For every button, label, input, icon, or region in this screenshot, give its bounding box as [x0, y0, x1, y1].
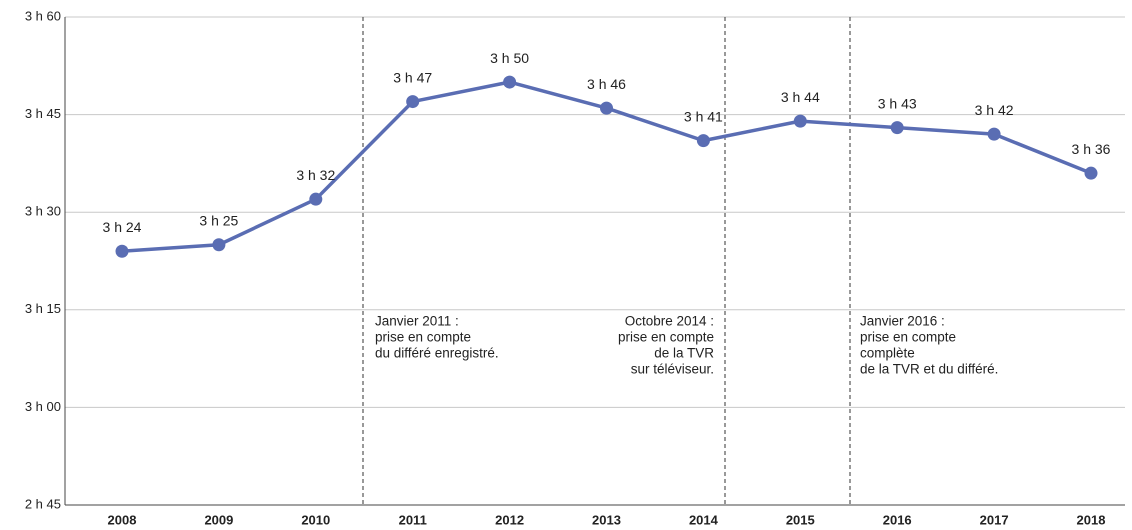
point [600, 101, 613, 115]
point [309, 192, 323, 206]
x-tick-label: 2012 [495, 512, 524, 527]
point [793, 114, 807, 128]
point [115, 244, 129, 258]
value-label: 3 h 42 [975, 102, 1014, 118]
point [212, 238, 226, 252]
annotation: complète [860, 346, 915, 361]
value-label: 3 h 43 [878, 95, 917, 111]
y-tick-label: 2 h 45 [25, 496, 61, 511]
value-label: 3 h 46 [587, 76, 626, 92]
value-label: 3 h 50 [490, 50, 529, 66]
x-tick-label: 2013 [592, 512, 621, 527]
x-tick-label: 2017 [980, 512, 1009, 527]
point [1084, 166, 1098, 180]
value-label: 3 h 36 [1072, 141, 1111, 157]
annotation: prise en compte [860, 330, 956, 345]
y-tick-label: 3 h 30 [25, 204, 61, 219]
y-tick-label: 3 h 45 [25, 106, 61, 121]
value-label: 3 h 44 [781, 89, 820, 105]
y-tick-label: 3 h 00 [25, 399, 61, 414]
point [406, 95, 420, 109]
point [503, 75, 517, 89]
annotation: de la TVR et du différé. [860, 362, 998, 377]
annotation: Janvier 2011 : [375, 314, 459, 329]
x-tick-label: 2008 [108, 512, 137, 527]
annotation: Janvier 2016 : [860, 314, 945, 329]
annotation: de la TVR [654, 346, 714, 361]
point [987, 127, 1001, 141]
value-label: 3 h 25 [199, 212, 238, 228]
x-tick-label: 2016 [883, 512, 912, 527]
point [696, 134, 710, 148]
value-label: 3 h 32 [296, 167, 335, 183]
x-tick-label: 2009 [204, 512, 233, 527]
annotation: prise en compte [618, 330, 714, 345]
value-label: 3 h 41 [684, 108, 723, 124]
annotation: Octobre 2014 : [625, 314, 714, 329]
y-tick-label: 3 h 60 [25, 8, 61, 23]
x-tick-label: 2018 [1077, 512, 1106, 527]
annotation: sur téléviseur. [631, 362, 714, 377]
x-tick-label: 2010 [301, 512, 330, 527]
x-tick-label: 2015 [786, 512, 815, 527]
x-tick-label: 2011 [399, 512, 427, 527]
y-tick-label: 3 h 15 [25, 301, 61, 316]
annotation: prise en compte [375, 330, 471, 345]
annotation: du différé enregistré. [375, 346, 499, 361]
value-label: 3 h 24 [103, 219, 142, 235]
value-label: 3 h 47 [393, 69, 432, 85]
x-tick-label: 2014 [689, 512, 719, 527]
point [890, 121, 904, 135]
